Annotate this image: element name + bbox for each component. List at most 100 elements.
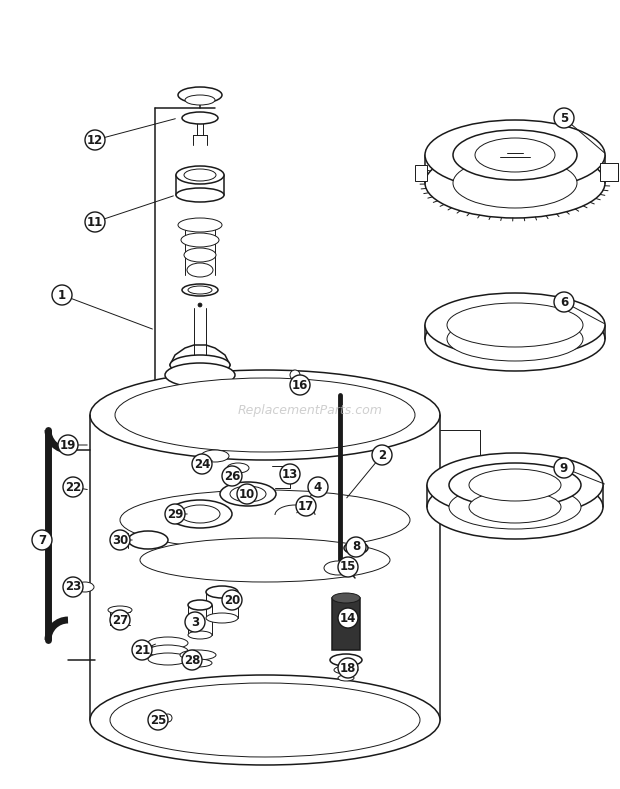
Circle shape (346, 537, 366, 557)
Ellipse shape (178, 87, 222, 103)
Ellipse shape (180, 650, 216, 660)
Circle shape (338, 557, 358, 577)
Ellipse shape (184, 659, 212, 667)
Text: 1: 1 (58, 289, 66, 301)
Ellipse shape (201, 450, 229, 462)
Ellipse shape (206, 613, 238, 623)
Circle shape (164, 714, 172, 722)
Ellipse shape (178, 218, 222, 232)
Text: 18: 18 (340, 661, 356, 675)
Circle shape (222, 466, 242, 486)
Text: 8: 8 (352, 540, 360, 554)
Ellipse shape (148, 653, 188, 665)
Ellipse shape (427, 475, 603, 539)
Ellipse shape (140, 538, 390, 582)
Circle shape (52, 285, 72, 305)
Text: 23: 23 (65, 581, 81, 593)
Text: ReplacementParts.com: ReplacementParts.com (237, 403, 383, 417)
Ellipse shape (227, 463, 249, 473)
Ellipse shape (425, 293, 605, 357)
Circle shape (110, 530, 130, 550)
Text: 26: 26 (224, 469, 240, 483)
Ellipse shape (184, 169, 216, 181)
Circle shape (237, 484, 257, 504)
Bar (415, 165, 427, 181)
Ellipse shape (453, 158, 577, 208)
Circle shape (85, 130, 105, 150)
Ellipse shape (108, 606, 132, 614)
Circle shape (351, 543, 361, 553)
Ellipse shape (188, 286, 212, 294)
Ellipse shape (469, 469, 561, 501)
Ellipse shape (90, 370, 440, 460)
Ellipse shape (187, 263, 213, 277)
Text: 7: 7 (38, 533, 46, 547)
Ellipse shape (425, 120, 605, 190)
Text: 3: 3 (191, 615, 199, 629)
Text: 16: 16 (292, 379, 308, 391)
Text: 2: 2 (378, 448, 386, 462)
Text: 30: 30 (112, 533, 128, 547)
Ellipse shape (453, 130, 577, 180)
Circle shape (63, 577, 83, 597)
Ellipse shape (184, 248, 216, 262)
Ellipse shape (344, 542, 368, 554)
Ellipse shape (475, 138, 555, 172)
Ellipse shape (425, 148, 605, 218)
Ellipse shape (165, 363, 235, 387)
Ellipse shape (185, 95, 215, 105)
Text: 9: 9 (560, 462, 568, 474)
Text: 15: 15 (340, 560, 356, 574)
Text: 27: 27 (112, 614, 128, 626)
Ellipse shape (330, 654, 362, 666)
Circle shape (192, 454, 212, 474)
Ellipse shape (176, 188, 224, 202)
Ellipse shape (332, 593, 360, 603)
Ellipse shape (170, 355, 230, 375)
Ellipse shape (449, 463, 581, 507)
Circle shape (290, 370, 300, 380)
Circle shape (296, 496, 316, 516)
Text: 14: 14 (340, 611, 356, 625)
Ellipse shape (334, 666, 358, 674)
Ellipse shape (76, 582, 94, 592)
Text: 11: 11 (87, 215, 103, 229)
Circle shape (132, 640, 152, 660)
Text: 4: 4 (314, 481, 322, 493)
Circle shape (63, 477, 83, 497)
Ellipse shape (120, 490, 410, 550)
Circle shape (58, 435, 78, 455)
Ellipse shape (148, 637, 188, 649)
Ellipse shape (168, 500, 232, 528)
Bar (332, 598, 360, 650)
Text: 22: 22 (65, 481, 81, 493)
Text: 17: 17 (298, 499, 314, 513)
Ellipse shape (206, 586, 238, 598)
Ellipse shape (324, 561, 352, 575)
Ellipse shape (182, 284, 218, 296)
Text: 28: 28 (184, 653, 200, 667)
Ellipse shape (188, 600, 212, 610)
Ellipse shape (425, 307, 605, 371)
Ellipse shape (447, 303, 583, 347)
Ellipse shape (90, 675, 440, 765)
Circle shape (198, 303, 202, 307)
Ellipse shape (188, 631, 212, 639)
Text: 12: 12 (87, 133, 103, 147)
Text: 24: 24 (194, 458, 210, 470)
Circle shape (372, 445, 392, 465)
Circle shape (85, 212, 105, 232)
Circle shape (148, 710, 168, 730)
Circle shape (554, 108, 574, 128)
Text: 19: 19 (60, 439, 76, 451)
Circle shape (308, 477, 328, 497)
Text: 13: 13 (282, 468, 298, 481)
Text: 10: 10 (239, 488, 255, 500)
Ellipse shape (180, 505, 220, 523)
Text: 6: 6 (560, 296, 568, 308)
Circle shape (185, 612, 205, 632)
Text: 5: 5 (560, 111, 568, 125)
Circle shape (338, 608, 358, 628)
Ellipse shape (148, 645, 188, 657)
Ellipse shape (128, 531, 168, 549)
